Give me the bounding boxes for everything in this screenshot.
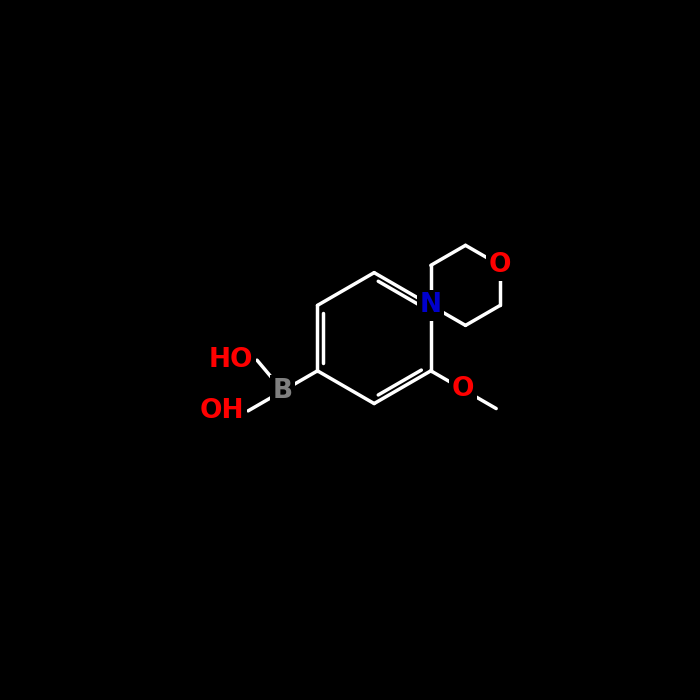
Text: N: N [420, 293, 442, 318]
Text: OH: OH [199, 398, 244, 424]
Text: HO: HO [209, 347, 253, 373]
Text: B: B [273, 378, 293, 404]
Text: O: O [489, 252, 512, 279]
Text: O: O [452, 377, 474, 402]
